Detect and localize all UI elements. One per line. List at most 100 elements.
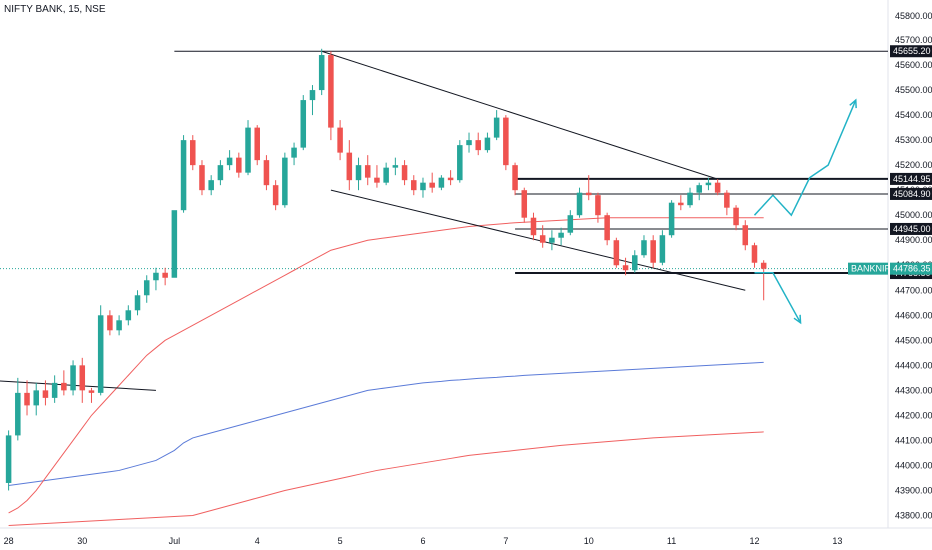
- candle-body: [760, 262, 767, 269]
- moving-average-line: [8, 217, 764, 514]
- trendline[interactable]: [0, 380, 156, 391]
- moving-averages: [8, 217, 764, 526]
- ticker-label: BANKNIFTY: [851, 264, 902, 274]
- candle-body: [659, 235, 666, 263]
- y-tick-label: 44400.00: [895, 360, 932, 370]
- x-tick-label: 7: [503, 536, 508, 546]
- candle-body: [346, 152, 353, 181]
- level-price-tag: [890, 187, 932, 200]
- candle-body: [171, 210, 178, 278]
- candle-body: [153, 272, 159, 281]
- candle-body: [687, 192, 693, 206]
- y-tick-label: 45700.00: [895, 35, 932, 45]
- candle-body: [272, 185, 279, 206]
- candle-body: [503, 117, 509, 166]
- candle-body: [696, 185, 702, 193]
- y-tick-label: 44500.00: [895, 335, 932, 345]
- candle-body: [558, 232, 564, 238]
- candle-body: [143, 280, 150, 296]
- candle-body: [134, 295, 141, 311]
- candle-body: [61, 382, 67, 391]
- candle-body: [374, 177, 380, 183]
- level-price-label: 45655.20: [893, 46, 931, 56]
- candle-body: [337, 127, 343, 153]
- candle-body: [42, 390, 49, 398]
- candle-body: [236, 157, 242, 173]
- candle-body: [447, 177, 454, 181]
- moving-average-line: [8, 361, 764, 486]
- trendline[interactable]: [321, 50, 718, 180]
- candle-body: [190, 140, 196, 166]
- ticker-tag: [848, 262, 888, 275]
- x-tick-label: 12: [749, 536, 759, 546]
- candle-body: [576, 192, 583, 216]
- candle-body: [180, 140, 187, 211]
- level-price-label: 44945.00: [893, 224, 931, 234]
- candle-body: [70, 365, 76, 391]
- candle-body: [466, 140, 472, 146]
- x-tick-label: 13: [832, 536, 842, 546]
- candle-body: [521, 190, 528, 218]
- x-tick-label: Jul: [169, 536, 181, 546]
- candle-body: [622, 265, 629, 271]
- candle-body: [383, 167, 389, 183]
- candle-body: [245, 127, 251, 173]
- candle-body: [208, 180, 214, 191]
- candle-body: [88, 390, 95, 393]
- y-tick-label: 43900.00: [895, 485, 932, 495]
- grid: [0, 0, 932, 529]
- x-tick-label: 4: [255, 536, 260, 546]
- x-tick-label: 28: [4, 536, 14, 546]
- candle-body: [530, 217, 537, 236]
- candle-body: [493, 117, 500, 138]
- candle-body: [641, 240, 647, 256]
- candle-body: [438, 177, 445, 188]
- candle-body: [300, 100, 307, 148]
- level-price-tag: [890, 172, 932, 185]
- candle-body: [282, 157, 288, 206]
- candle-body: [291, 147, 297, 158]
- candle-body: [24, 392, 30, 406]
- level-price-label: 45144.95: [893, 174, 931, 184]
- candle-body: [107, 315, 113, 331]
- candle-body: [567, 215, 574, 233]
- x-tick-label: 6: [420, 536, 425, 546]
- level-price-label: 45084.90: [893, 189, 931, 199]
- candle-body: [5, 435, 12, 483]
- candle-body: [217, 165, 224, 181]
- candle-body: [549, 237, 555, 243]
- current-price-tag: [890, 262, 932, 275]
- chart-title: NIFTY BANK, 15, NSE: [4, 4, 106, 15]
- candle-body: [733, 207, 739, 226]
- candle-body: [742, 225, 749, 246]
- projection-arrow[interactable]: [753, 99, 857, 217]
- candle-body: [751, 245, 758, 263]
- y-tick-label: 45000.00: [895, 210, 932, 220]
- candle-body: [604, 215, 610, 241]
- trendline[interactable]: [330, 189, 746, 291]
- candle-body: [539, 235, 546, 243]
- candle-body: [162, 272, 168, 278]
- x-tick-label: 11: [667, 536, 676, 546]
- candle-body: [613, 240, 620, 266]
- candles: [5, 48, 767, 491]
- candle-body: [263, 160, 270, 186]
- projection-arrow[interactable]: [754, 272, 802, 324]
- y-tick-label: 44200.00: [895, 410, 932, 420]
- candle-body: [632, 255, 638, 271]
- y-tick-label: 44700.00: [895, 285, 932, 295]
- x-tick-label: 30: [77, 536, 87, 546]
- x-tick-label: 5: [338, 536, 343, 546]
- candle-body: [705, 182, 712, 186]
- level-price-tag: [890, 222, 932, 235]
- candle-body: [254, 127, 260, 161]
- candle-body: [429, 182, 435, 188]
- candle-body: [328, 55, 334, 128]
- candle-body: [355, 165, 362, 181]
- y-tick-label: 45200.00: [895, 160, 932, 170]
- y-tick-label: 44100.00: [895, 435, 932, 445]
- candle-body: [125, 310, 132, 321]
- candle-body: [364, 165, 371, 178]
- candle-body: [585, 192, 592, 196]
